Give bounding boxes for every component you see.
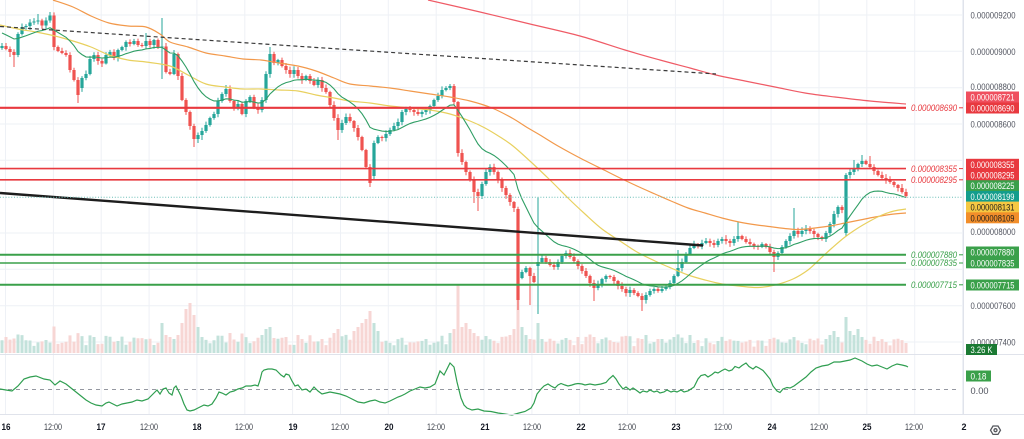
svg-text:0.000008721: 0.000008721 bbox=[971, 93, 1015, 103]
svg-text:16: 16 bbox=[2, 422, 11, 432]
svg-text:24: 24 bbox=[768, 422, 778, 432]
svg-text:0.000008690: 0.000008690 bbox=[971, 104, 1015, 114]
svg-text:0.000007400: 0.000007400 bbox=[971, 338, 1016, 348]
svg-text:17: 17 bbox=[97, 422, 106, 432]
svg-text:0.18: 0.18 bbox=[971, 372, 987, 382]
svg-text:0.000008225: 0.000008225 bbox=[971, 181, 1015, 191]
svg-text:3.26 K: 3.26 K bbox=[971, 345, 994, 355]
svg-text:0.000007715: 0.000007715 bbox=[911, 280, 958, 290]
svg-text:0.000007600: 0.000007600 bbox=[971, 301, 1016, 311]
svg-text:18: 18 bbox=[193, 422, 202, 432]
svg-text:0.000008355: 0.000008355 bbox=[971, 160, 1015, 170]
svg-text:23: 23 bbox=[672, 422, 681, 432]
svg-text:0.000008295: 0.000008295 bbox=[971, 171, 1015, 181]
svg-text:21: 21 bbox=[481, 422, 490, 432]
svg-text:12:00: 12:00 bbox=[523, 422, 541, 432]
svg-text:0.000008109: 0.000008109 bbox=[971, 213, 1015, 223]
svg-text:12:00: 12:00 bbox=[44, 422, 62, 432]
svg-text:20: 20 bbox=[385, 422, 394, 432]
svg-text:0.000008295: 0.000008295 bbox=[911, 175, 958, 185]
svg-text:12:00: 12:00 bbox=[618, 422, 636, 432]
svg-text:0.000008199: 0.000008199 bbox=[971, 192, 1015, 202]
svg-text:0.000008131: 0.000008131 bbox=[971, 203, 1015, 213]
svg-text:12:00: 12:00 bbox=[331, 422, 349, 432]
svg-text:0.000008600: 0.000008600 bbox=[971, 120, 1016, 130]
svg-text:2: 2 bbox=[962, 422, 967, 432]
svg-text:25: 25 bbox=[863, 422, 872, 432]
svg-text:0.000007835: 0.000007835 bbox=[971, 258, 1015, 268]
svg-text:12:00: 12:00 bbox=[810, 422, 828, 432]
svg-text:0.00: 0.00 bbox=[971, 386, 989, 396]
svg-text:0.000009000: 0.000009000 bbox=[971, 47, 1016, 57]
svg-text:12:00: 12:00 bbox=[140, 422, 158, 432]
svg-text:0.000007715: 0.000007715 bbox=[971, 281, 1015, 291]
svg-text:12:00: 12:00 bbox=[905, 422, 923, 432]
svg-text:0.000008800: 0.000008800 bbox=[971, 82, 1016, 92]
svg-text:12:00: 12:00 bbox=[427, 422, 445, 432]
svg-text:0.000009200: 0.000009200 bbox=[971, 11, 1016, 21]
svg-text:0.000007880: 0.000007880 bbox=[971, 248, 1015, 258]
svg-text:0.000008000: 0.000008000 bbox=[971, 227, 1016, 237]
svg-text:0.000007880: 0.000007880 bbox=[911, 250, 958, 260]
svg-text:0.000008690: 0.000008690 bbox=[911, 103, 958, 113]
svg-text:19: 19 bbox=[289, 422, 298, 432]
svg-text:22: 22 bbox=[577, 422, 586, 432]
svg-text:0.000007835: 0.000007835 bbox=[911, 258, 958, 268]
svg-text:12:00: 12:00 bbox=[235, 422, 253, 432]
svg-text:0.000008355: 0.000008355 bbox=[911, 164, 958, 174]
svg-text:12:00: 12:00 bbox=[714, 422, 732, 432]
